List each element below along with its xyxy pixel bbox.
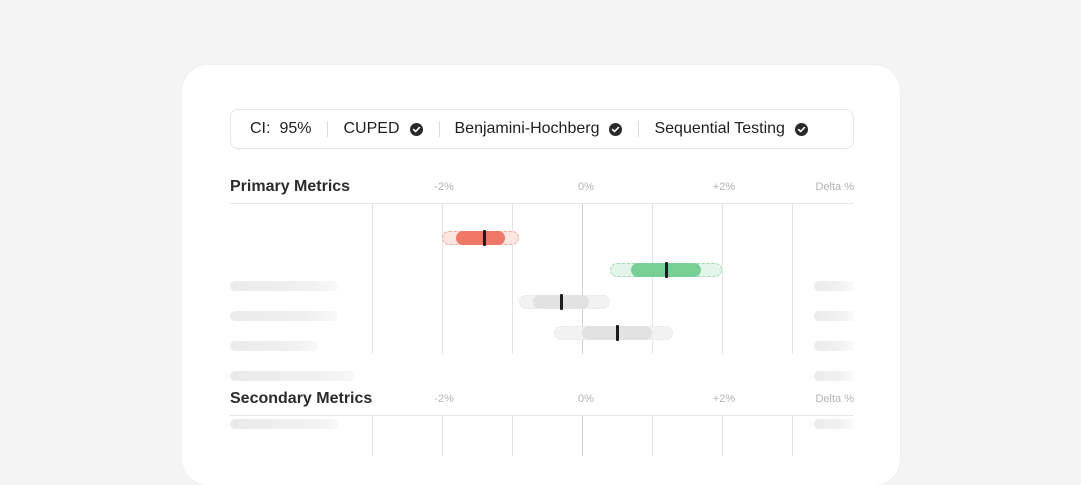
axis-label-plus-2: +2% (712, 393, 736, 405)
sequential-testing-label: Sequential Testing (654, 120, 785, 137)
delta-column-header: Delta % (815, 393, 854, 405)
zero-line (582, 416, 583, 456)
delta-value-placeholder (814, 311, 854, 321)
gridline (372, 204, 373, 354)
header-divider (230, 415, 854, 416)
ci-bar-core (456, 231, 505, 245)
axis-label-zero: 0% (578, 393, 594, 405)
benjamini-hochberg-label: Benjamini-Hochberg (454, 120, 600, 137)
cuped-label: CUPED (343, 120, 400, 137)
axis-label-plus-2: +2% (712, 181, 736, 193)
axis-label-zero: 0% (578, 181, 594, 193)
header-divider (230, 203, 854, 204)
sequential-testing-setting[interactable]: Sequential Testing (638, 110, 823, 148)
gridline (792, 416, 793, 456)
analysis-settings-bar: CI: 95% CUPED Benjamini-Hochberg Sequent… (230, 109, 854, 149)
gridline (442, 204, 443, 354)
primary-metrics-section: Primary Metrics -2% 0% +2% Delta % (230, 178, 854, 381)
ci-label: CI: (250, 120, 271, 137)
delta-value-placeholder (814, 371, 854, 381)
axis-label-minus-2: -2% (434, 393, 454, 405)
gridline (442, 416, 443, 456)
metric-name-placeholder (230, 371, 355, 381)
metric-name-placeholder (230, 311, 338, 321)
delta-value-placeholder (814, 419, 854, 429)
gridline (722, 204, 723, 354)
check-circle-icon (409, 122, 423, 136)
experiment-results-card: CI: 95% CUPED Benjamini-Hochberg Sequent… (182, 65, 900, 485)
cuped-setting[interactable]: CUPED (327, 110, 438, 148)
confidence-interval-setting[interactable]: CI: 95% (231, 110, 327, 148)
gridline (512, 204, 513, 354)
section-title: Secondary Metrics (230, 390, 373, 407)
benjamini-hochberg-setting[interactable]: Benjamini-Hochberg (438, 110, 639, 148)
ci-value: 95% (279, 120, 312, 137)
metric-name-placeholder (230, 281, 338, 291)
point-estimate-marker (559, 294, 563, 310)
metric-name-placeholder (230, 341, 318, 351)
delta-value-placeholder (814, 341, 854, 351)
gridline (372, 416, 373, 456)
delta-column-header: Delta % (815, 181, 854, 193)
axis-label-minus-2: -2% (434, 181, 454, 193)
gridline (652, 416, 653, 456)
zero-line (582, 204, 583, 354)
gridline (722, 416, 723, 456)
point-estimate-marker (664, 262, 668, 278)
metric-name-placeholder (230, 419, 338, 429)
section-title: Primary Metrics (230, 178, 351, 195)
gridline (512, 416, 513, 456)
gridline (652, 204, 653, 354)
point-estimate-marker (482, 230, 486, 246)
delta-value-placeholder (814, 281, 854, 291)
check-circle-icon (609, 122, 623, 136)
gridline (792, 204, 793, 354)
secondary-metrics-section: Secondary Metrics -2% 0% +2% Delta % (230, 390, 854, 456)
point-estimate-marker (615, 325, 619, 341)
check-circle-icon (794, 122, 808, 136)
